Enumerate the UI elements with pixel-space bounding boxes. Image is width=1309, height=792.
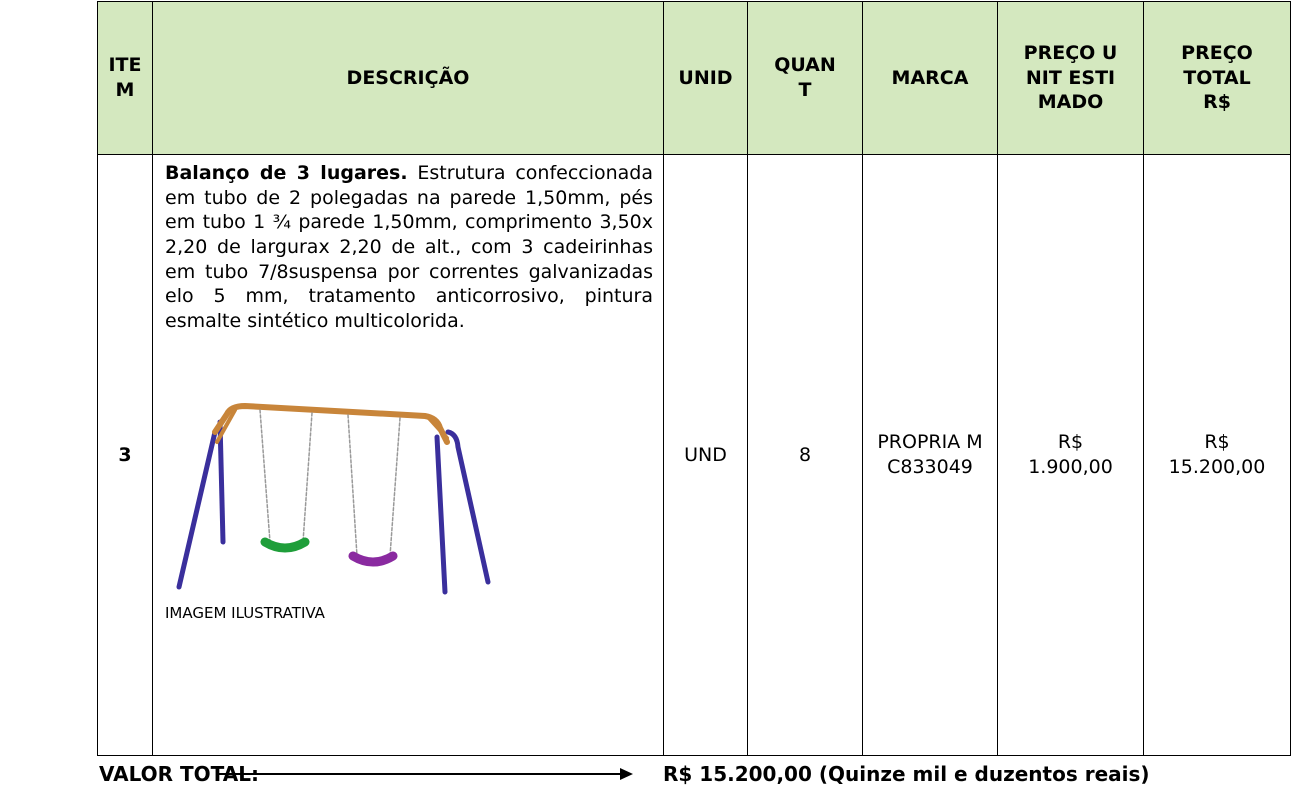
image-caption: IMAGEM ILUSTRATIVA — [165, 603, 325, 622]
swing-image — [176, 402, 491, 595]
unit-price-cell: R$ 1.900,00 — [997, 154, 1144, 756]
footer-value: R$ 15.200,00 (Quinze mil e duzentos reai… — [663, 762, 1150, 786]
header-cell: QUANT — [747, 1, 863, 155]
arrow — [217, 768, 633, 780]
footer: VALOR TOTAL: R$ 15.200,00 (Quinze mil e … — [97, 756, 1290, 792]
header-cell: DESCRIÇÃO — [152, 1, 664, 155]
item-row: 3 Balanço de 3 lugares. Estrutura confec… — [97, 154, 1291, 756]
unit-cell: UND — [663, 154, 748, 756]
header-cell: ITEM — [97, 1, 153, 155]
total-price-cell: R$ 15.200,00 — [1143, 154, 1291, 756]
quantity-cell: 8 — [747, 154, 863, 756]
header-row: ITEM DESCRIÇÃO UNID QUANT MARCA PREÇO UN… — [97, 1, 1291, 155]
description-title: Balanço de 3 lugares. — [165, 162, 408, 184]
header-cell: MARCA — [862, 1, 998, 155]
header-cell: UNID — [663, 1, 748, 155]
item-cell: 3 — [97, 154, 153, 756]
description-cell: Balanço de 3 lugares. Estrutura confecci… — [152, 154, 664, 756]
price-table: ITEM DESCRIÇÃO UNID QUANT MARCA PREÇO UN… — [97, 1, 1291, 756]
header-cell: PREÇO TOTAL R$ — [1143, 1, 1291, 155]
description-text: Estrutura confeccionada em tubo de 2 pol… — [165, 162, 654, 333]
header-cell: PREÇO UNIT ESTIMADO — [997, 1, 1144, 155]
brand-cell: PROPRIA MC833049 — [862, 154, 998, 756]
